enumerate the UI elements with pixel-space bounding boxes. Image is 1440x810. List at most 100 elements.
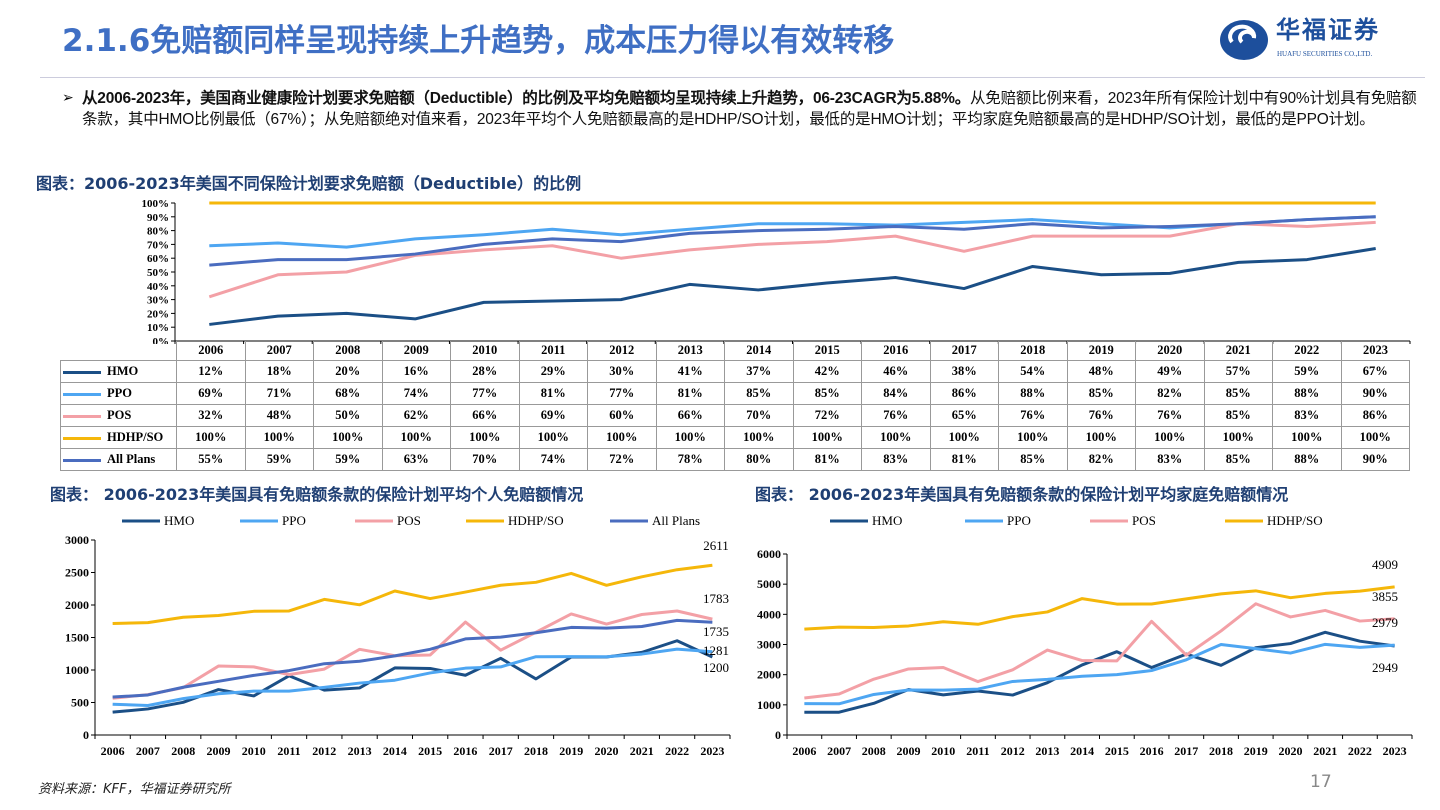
- y-tick-label: 100%: [142, 198, 170, 210]
- x-tick-label: 2008: [171, 744, 195, 758]
- table-cell: 85%: [998, 448, 1068, 471]
- table-cell: 80%: [724, 448, 794, 471]
- x-tick-label: 2011: [966, 744, 989, 758]
- x-tick-label: 2018: [1209, 744, 1233, 758]
- table-cell: 60%: [587, 404, 657, 427]
- table-cell: 29%: [518, 360, 588, 383]
- table-cell: 16%: [381, 360, 451, 383]
- table-year-header: 2015: [792, 341, 862, 361]
- table-cell: 59%: [244, 448, 314, 471]
- table-cell: 28%: [450, 360, 520, 383]
- legend-swatch-ppo: [63, 392, 101, 396]
- x-tick-label: 2020: [1278, 744, 1302, 758]
- legend-swatch-pos: [63, 414, 101, 418]
- table-cell: 32%: [176, 404, 246, 427]
- legend-label: PPO: [282, 513, 306, 528]
- data-label: 1735: [703, 624, 729, 639]
- x-tick-label: 2023: [700, 744, 724, 758]
- table-cell: 77%: [450, 382, 520, 405]
- table-year-header: 2017: [929, 341, 999, 361]
- table-year-header: 2018: [998, 341, 1067, 361]
- table-cell: 68%: [313, 382, 383, 405]
- table-series-label: All Plans: [60, 448, 177, 471]
- y-tick-label: 10%: [147, 322, 169, 334]
- table-row-hmo: HMO 12% 18% 20% 16% 28% 29% 30% 41% 37% 42% 46% 38% 5…: [60, 360, 1410, 383]
- table-year-header: 2007: [244, 341, 314, 361]
- table-cell: 83%: [1272, 404, 1342, 427]
- table-row-ppo: PPO 69% 71% 68% 74% 77% 81% 77% 81% 85% 85% 84% 86% 8…: [60, 382, 1410, 405]
- table-cell: 88%: [1272, 448, 1342, 471]
- table-cell: 81%: [518, 382, 588, 405]
- y-tick-label: 70%: [147, 239, 169, 251]
- table-cell: 81%: [655, 382, 725, 405]
- series-line-hdhp-so: [804, 585, 1395, 631]
- table-cell: 48%: [1066, 360, 1136, 383]
- table-year-header: 2014: [724, 341, 793, 361]
- x-tick-label: 2016: [1140, 744, 1164, 758]
- table-year-header: 2012: [587, 341, 656, 361]
- data-label: 2611: [703, 538, 729, 553]
- header-divider: [40, 77, 1425, 78]
- table-cell: 100%: [244, 426, 314, 449]
- table-cell: 86%: [929, 382, 999, 405]
- table-cell: 41%: [655, 360, 725, 383]
- summary-rest: 从免赔额比例来看，2023年所有保险计划中有90%计划具有免赔额条款，其中HMO…: [82, 90, 1417, 128]
- table-cell: 46%: [861, 360, 931, 383]
- table-cell: 59%: [1272, 360, 1342, 383]
- y-tick-label: 90%: [147, 212, 169, 224]
- y-tick-label: 20%: [147, 308, 169, 320]
- y-tick-label: 3000: [757, 638, 781, 652]
- legend-label: HDHP/SO: [508, 513, 564, 528]
- x-tick-label: 2021: [630, 744, 654, 758]
- table-series-label: POS: [60, 404, 177, 427]
- table-cell: 85%: [1203, 448, 1273, 471]
- data-label: 3855: [1372, 589, 1398, 604]
- table-cell: 100%: [1340, 426, 1410, 449]
- x-tick-label: 2018: [524, 744, 548, 758]
- y-tick-label: 30%: [147, 295, 169, 307]
- y-tick-label: 1000: [757, 698, 781, 712]
- table-cell: 70%: [724, 404, 794, 427]
- table-year-header: 2008: [313, 341, 382, 361]
- x-tick-label: 2012: [1001, 744, 1025, 758]
- x-tick-label: 2014: [383, 744, 407, 758]
- x-tick-label: 2009: [897, 744, 921, 758]
- series-line-all-plans: [209, 215, 1376, 267]
- x-tick-label: 2010: [242, 744, 266, 758]
- y-tick-label: 80%: [147, 226, 169, 238]
- table-year-header: 2013: [655, 341, 725, 361]
- table-year-header: 2019: [1066, 341, 1136, 361]
- table-cell: 54%: [998, 360, 1068, 383]
- x-tick-label: 2023: [1383, 744, 1407, 758]
- x-tick-label: 2017: [489, 744, 513, 758]
- table-cell: 72%: [792, 404, 862, 427]
- table-cell: 85%: [724, 382, 794, 405]
- legend-label: PPO: [107, 386, 132, 400]
- y-tick-label: 2000: [65, 598, 89, 612]
- table-cell: 76%: [1135, 404, 1205, 427]
- table-cell: 57%: [1203, 360, 1273, 383]
- table-cell: 70%: [450, 448, 520, 471]
- summary-paragraph: 从2006-2023年，美国商业健康险计划要求免赔额（Deductible）的比…: [82, 88, 1417, 130]
- series-line-all-plans: [112, 618, 713, 699]
- chart1-title: 图表：2006-2023年美国不同保险计划要求免赔额（Deductible）的比…: [36, 174, 582, 193]
- table-year-header: 2010: [450, 341, 519, 361]
- series-line-hdhp-so: [112, 563, 713, 626]
- table-cell: 100%: [587, 426, 657, 449]
- table-cell: 100%: [176, 426, 246, 449]
- table-cell: 100%: [313, 426, 383, 449]
- table-cell: 78%: [655, 448, 725, 471]
- logo-text: 华福证券: [1276, 15, 1380, 44]
- legend-label: POS: [397, 513, 421, 528]
- table-cell: 42%: [792, 360, 862, 383]
- table-cell: 100%: [929, 426, 999, 449]
- table-cell: 69%: [518, 404, 588, 427]
- table-cell: 20%: [313, 360, 383, 383]
- x-tick-label: 2007: [827, 744, 851, 758]
- x-tick-label: 2006: [101, 744, 125, 758]
- logo-subtitle: HUAFU SECURITIES CO.,LTD.: [1277, 50, 1373, 58]
- table-cell: 62%: [381, 404, 451, 427]
- table-series-label: HMO: [60, 360, 177, 383]
- y-tick-label: 500: [71, 696, 89, 710]
- x-tick-label: 2019: [559, 744, 583, 758]
